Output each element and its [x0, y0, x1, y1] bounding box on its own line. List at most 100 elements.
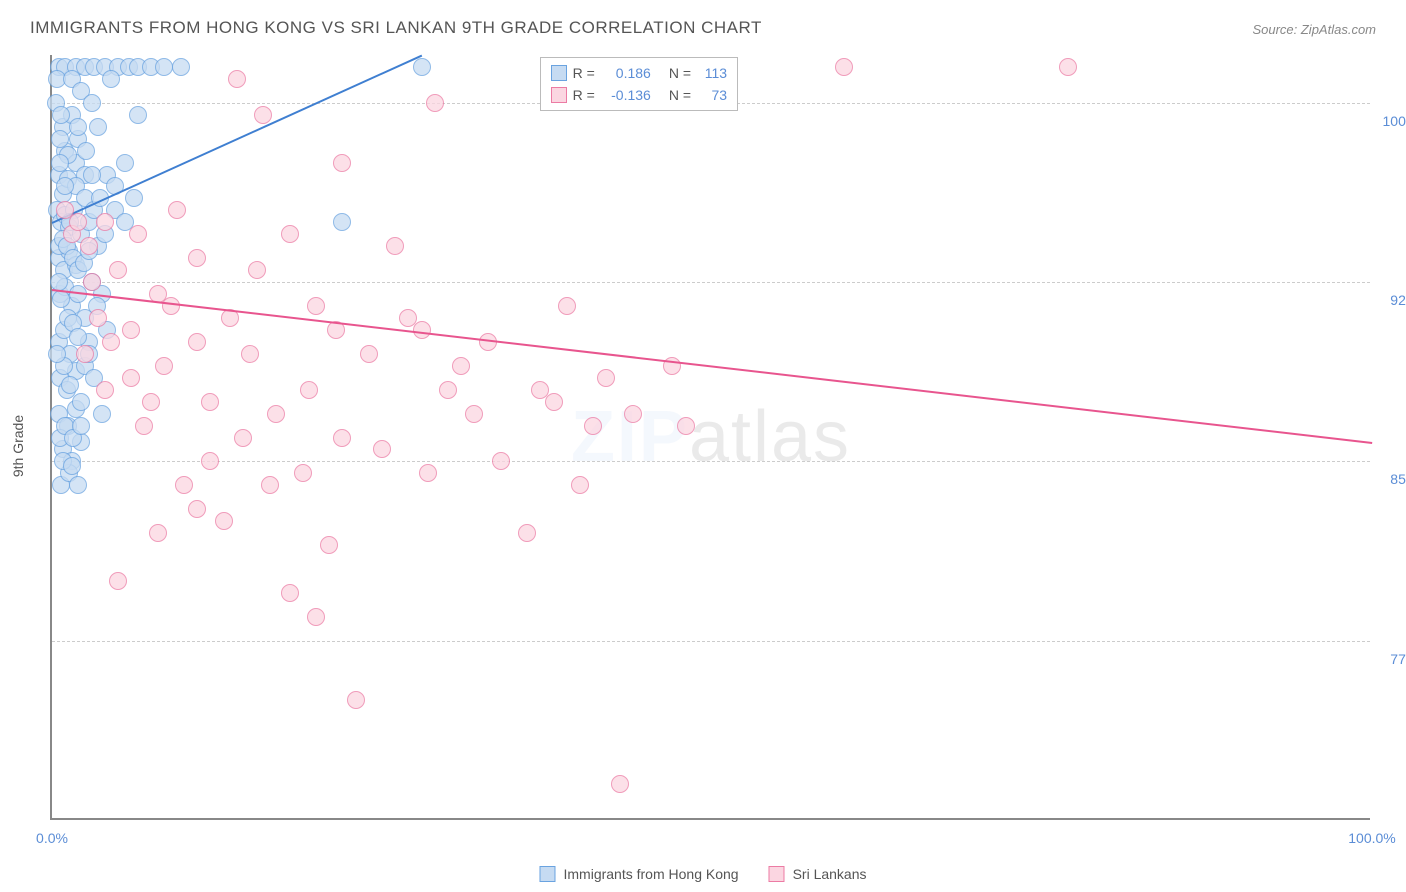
stats-legend-row: R =0.186N =113: [551, 62, 727, 84]
legend-swatch: [769, 866, 785, 882]
ytick-label: 100.0%: [1375, 113, 1406, 129]
data-point: [89, 309, 107, 327]
data-point: [83, 273, 101, 291]
data-point: [571, 476, 589, 494]
data-point: [61, 376, 79, 394]
data-point: [63, 457, 81, 475]
data-point: [558, 297, 576, 315]
data-point: [172, 58, 190, 76]
data-point: [102, 70, 120, 88]
watermark: ZIPatlas: [571, 396, 851, 478]
data-point: [129, 106, 147, 124]
data-point: [426, 94, 444, 112]
data-point: [135, 417, 153, 435]
legend-n-label: N =: [669, 62, 691, 84]
data-point: [492, 452, 510, 470]
data-point: [51, 130, 69, 148]
ytick-label: 85.0%: [1375, 471, 1406, 487]
data-point: [96, 381, 114, 399]
data-point: [234, 429, 252, 447]
data-point: [333, 429, 351, 447]
legend-label: Immigrants from Hong Kong: [563, 866, 738, 882]
legend-n-label: N =: [669, 84, 691, 106]
legend-r-label: R =: [573, 84, 595, 106]
plot-area: ZIPatlas 77.5%85.0%92.5%100.0%0.0%100.0%…: [50, 55, 1370, 820]
data-point: [584, 417, 602, 435]
source-label: Source: ZipAtlas.com: [1252, 22, 1376, 37]
data-point: [129, 225, 147, 243]
data-point: [1059, 58, 1077, 76]
legend-n-value: 73: [697, 84, 727, 106]
gridline: [52, 461, 1370, 462]
data-point: [333, 154, 351, 172]
legend-r-value: 0.186: [601, 62, 651, 84]
watermark-atlas: atlas: [689, 397, 851, 477]
data-point: [201, 452, 219, 470]
data-point: [300, 381, 318, 399]
data-point: [51, 154, 69, 172]
data-point: [83, 166, 101, 184]
data-point: [333, 213, 351, 231]
data-point: [267, 405, 285, 423]
data-point: [248, 261, 266, 279]
gridline: [52, 282, 1370, 283]
data-point: [241, 345, 259, 363]
data-point: [109, 572, 127, 590]
data-point: [611, 775, 629, 793]
data-point: [439, 381, 457, 399]
data-point: [155, 58, 173, 76]
data-point: [413, 58, 431, 76]
data-point: [320, 536, 338, 554]
stats-legend-row: R = -0.136 N = 73: [551, 84, 727, 106]
data-point: [77, 142, 95, 160]
ytick-label: 77.5%: [1375, 651, 1406, 667]
data-point: [281, 584, 299, 602]
trend-line: [52, 289, 1372, 444]
data-point: [188, 249, 206, 267]
stats-legend: R =0.186N =113R =-0.136N =73: [540, 57, 738, 111]
data-point: [93, 405, 111, 423]
data-point: [386, 237, 404, 255]
gridline: [52, 641, 1370, 642]
data-point: [69, 213, 87, 231]
data-point: [188, 500, 206, 518]
bottom-legend-item: Sri Lankans: [769, 866, 867, 882]
data-point: [168, 201, 186, 219]
data-point: [228, 70, 246, 88]
data-point: [677, 417, 695, 435]
data-point: [89, 118, 107, 136]
data-point: [69, 118, 87, 136]
xtick-label: 0.0%: [36, 830, 68, 846]
data-point: [149, 524, 167, 542]
data-point: [261, 476, 279, 494]
data-point: [307, 608, 325, 626]
data-point: [188, 333, 206, 351]
ytick-label: 92.5%: [1375, 292, 1406, 308]
bottom-legend: Immigrants from Hong Kong Sri Lankans: [539, 866, 866, 882]
data-point: [624, 405, 642, 423]
data-point: [142, 393, 160, 411]
data-point: [96, 213, 114, 231]
legend-swatch: [551, 87, 567, 103]
legend-swatch: [551, 65, 567, 81]
legend-swatch: [539, 866, 555, 882]
data-point: [72, 417, 90, 435]
bottom-legend-item: Immigrants from Hong Kong: [539, 866, 738, 882]
data-point: [122, 321, 140, 339]
data-point: [83, 94, 101, 112]
data-point: [215, 512, 233, 530]
data-point: [69, 328, 87, 346]
data-point: [80, 237, 98, 255]
data-point: [125, 189, 143, 207]
data-point: [175, 476, 193, 494]
data-point: [281, 225, 299, 243]
data-point: [155, 357, 173, 375]
data-point: [116, 154, 134, 172]
data-point: [373, 440, 391, 458]
data-point: [201, 393, 219, 411]
data-point: [122, 369, 140, 387]
legend-r-value: -0.136: [601, 84, 651, 106]
data-point: [48, 345, 66, 363]
data-point: [347, 691, 365, 709]
data-point: [597, 369, 615, 387]
